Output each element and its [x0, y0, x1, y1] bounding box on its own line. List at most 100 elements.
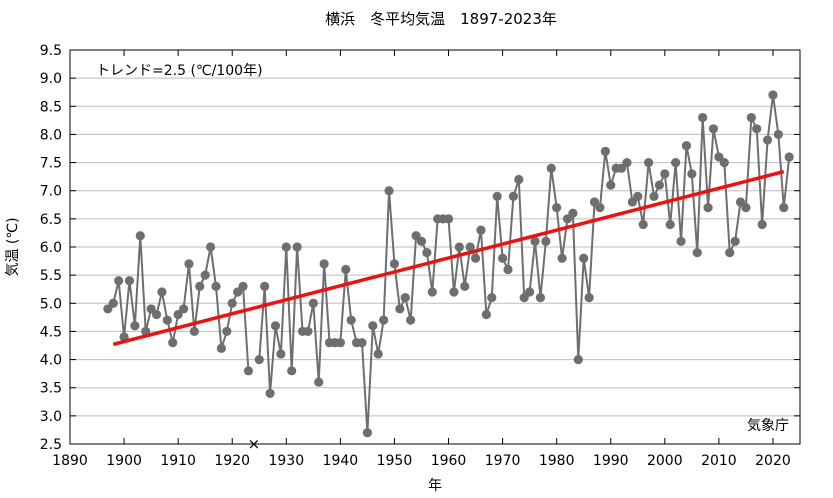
- data-point: [530, 236, 540, 246]
- data-point: [260, 281, 270, 291]
- data-point: [757, 219, 767, 230]
- data-point: [508, 191, 519, 201]
- data-point: [168, 338, 178, 348]
- y-tick-label: 9.0: [40, 71, 62, 87]
- chart-title: 横浜 冬平均気温 1897-2023年: [325, 10, 557, 28]
- data-point: [341, 264, 351, 275]
- data-point: [222, 326, 232, 337]
- data-point: [200, 270, 210, 280]
- data-point: [357, 338, 367, 348]
- data-point: [443, 214, 454, 224]
- missing-group: ×: [248, 435, 261, 453]
- data-point: [708, 124, 719, 134]
- data-point: [281, 242, 291, 252]
- data-point: [671, 157, 681, 168]
- x-tick-label: 1890: [52, 453, 88, 469]
- data-point: [124, 276, 135, 286]
- data-point: [460, 281, 470, 291]
- data-point: [546, 163, 556, 173]
- data-point: [195, 281, 205, 291]
- data-point: [454, 242, 464, 252]
- x-tick-label: 1920: [214, 453, 250, 469]
- data-point: [400, 293, 410, 303]
- data-point: [270, 321, 281, 331]
- data-point: [254, 354, 264, 365]
- data-point: [552, 203, 562, 213]
- data-point: [379, 315, 389, 325]
- data-point: [151, 309, 162, 320]
- data-point: [189, 326, 199, 337]
- data-point: [470, 253, 481, 263]
- data-point: [773, 129, 783, 140]
- data-point: [525, 287, 535, 297]
- trend-annotation: トレンド=2.5 (℃/100年): [96, 63, 263, 79]
- y-tick-label: 8.0: [40, 127, 62, 143]
- y-tick-label: 4.5: [40, 324, 62, 340]
- data-point: [557, 253, 567, 263]
- data-point: [303, 326, 313, 337]
- y-tick-label: 8.5: [40, 99, 62, 115]
- y-tick-label: 5.5: [40, 268, 62, 284]
- data-point: [184, 259, 194, 269]
- data-point: [205, 242, 216, 252]
- data-point: [514, 174, 524, 185]
- data-point: [725, 248, 735, 258]
- x-axis: 1890 1900 1910 1920 1930 1940 1950 1960 1970 1980…: [52, 50, 791, 469]
- data-point: [497, 253, 508, 263]
- data-point: [406, 315, 416, 325]
- data-point: [130, 321, 140, 331]
- data-point: [216, 343, 227, 353]
- data-point: [287, 366, 297, 376]
- data-point: [492, 191, 502, 201]
- x-axis-label: 年: [428, 478, 442, 494]
- data-point: [660, 169, 670, 179]
- data-point: [579, 253, 589, 263]
- data-point: [746, 112, 756, 123]
- data-point: [114, 276, 124, 286]
- trend-line: [112, 169, 785, 347]
- data-point: [768, 90, 778, 100]
- data-point: [784, 152, 794, 162]
- data-point: [568, 208, 578, 218]
- data-point: [649, 191, 659, 201]
- data-point: [676, 236, 686, 246]
- data-point: [162, 315, 172, 325]
- source-label: 気象庁: [747, 418, 789, 434]
- y-tick-label: 3.0: [40, 409, 62, 425]
- x-tick-label: 1940: [323, 453, 359, 469]
- data-point: [741, 203, 751, 213]
- y-tick-label: 4.0: [40, 353, 62, 369]
- data-point: [476, 225, 486, 235]
- data-point: [108, 298, 118, 308]
- x-tick-label: 1930: [268, 453, 304, 469]
- data-point: [638, 219, 648, 230]
- data-point: [416, 236, 427, 246]
- y-tick-label: 3.5: [40, 381, 62, 397]
- x-tick-label: 1970: [485, 453, 521, 469]
- y-tick-label: 7.0: [40, 184, 62, 200]
- data-point: [584, 293, 594, 303]
- data-point: [779, 203, 789, 213]
- data-point: [395, 304, 405, 314]
- data-point: [762, 135, 773, 145]
- data-point: [373, 349, 383, 359]
- y-tick-label: 5.0: [40, 296, 62, 312]
- data-point: [157, 287, 167, 297]
- data-point: [276, 349, 286, 359]
- y-axis-label: 気温 (℃): [5, 217, 21, 276]
- data-point: [503, 264, 513, 275]
- series-group: [103, 90, 794, 438]
- x-tick-label: 1960: [431, 453, 467, 469]
- data-point: [227, 298, 237, 308]
- data-point: [314, 377, 324, 387]
- data-point: [703, 203, 713, 213]
- trend-group: [112, 169, 785, 347]
- data-point: [573, 354, 583, 365]
- data-point: [541, 236, 551, 246]
- data-point: [535, 293, 546, 303]
- data-point: [427, 287, 437, 297]
- data-point: [633, 191, 643, 201]
- data-point: [687, 169, 697, 179]
- missing-data-marker: ×: [248, 435, 261, 453]
